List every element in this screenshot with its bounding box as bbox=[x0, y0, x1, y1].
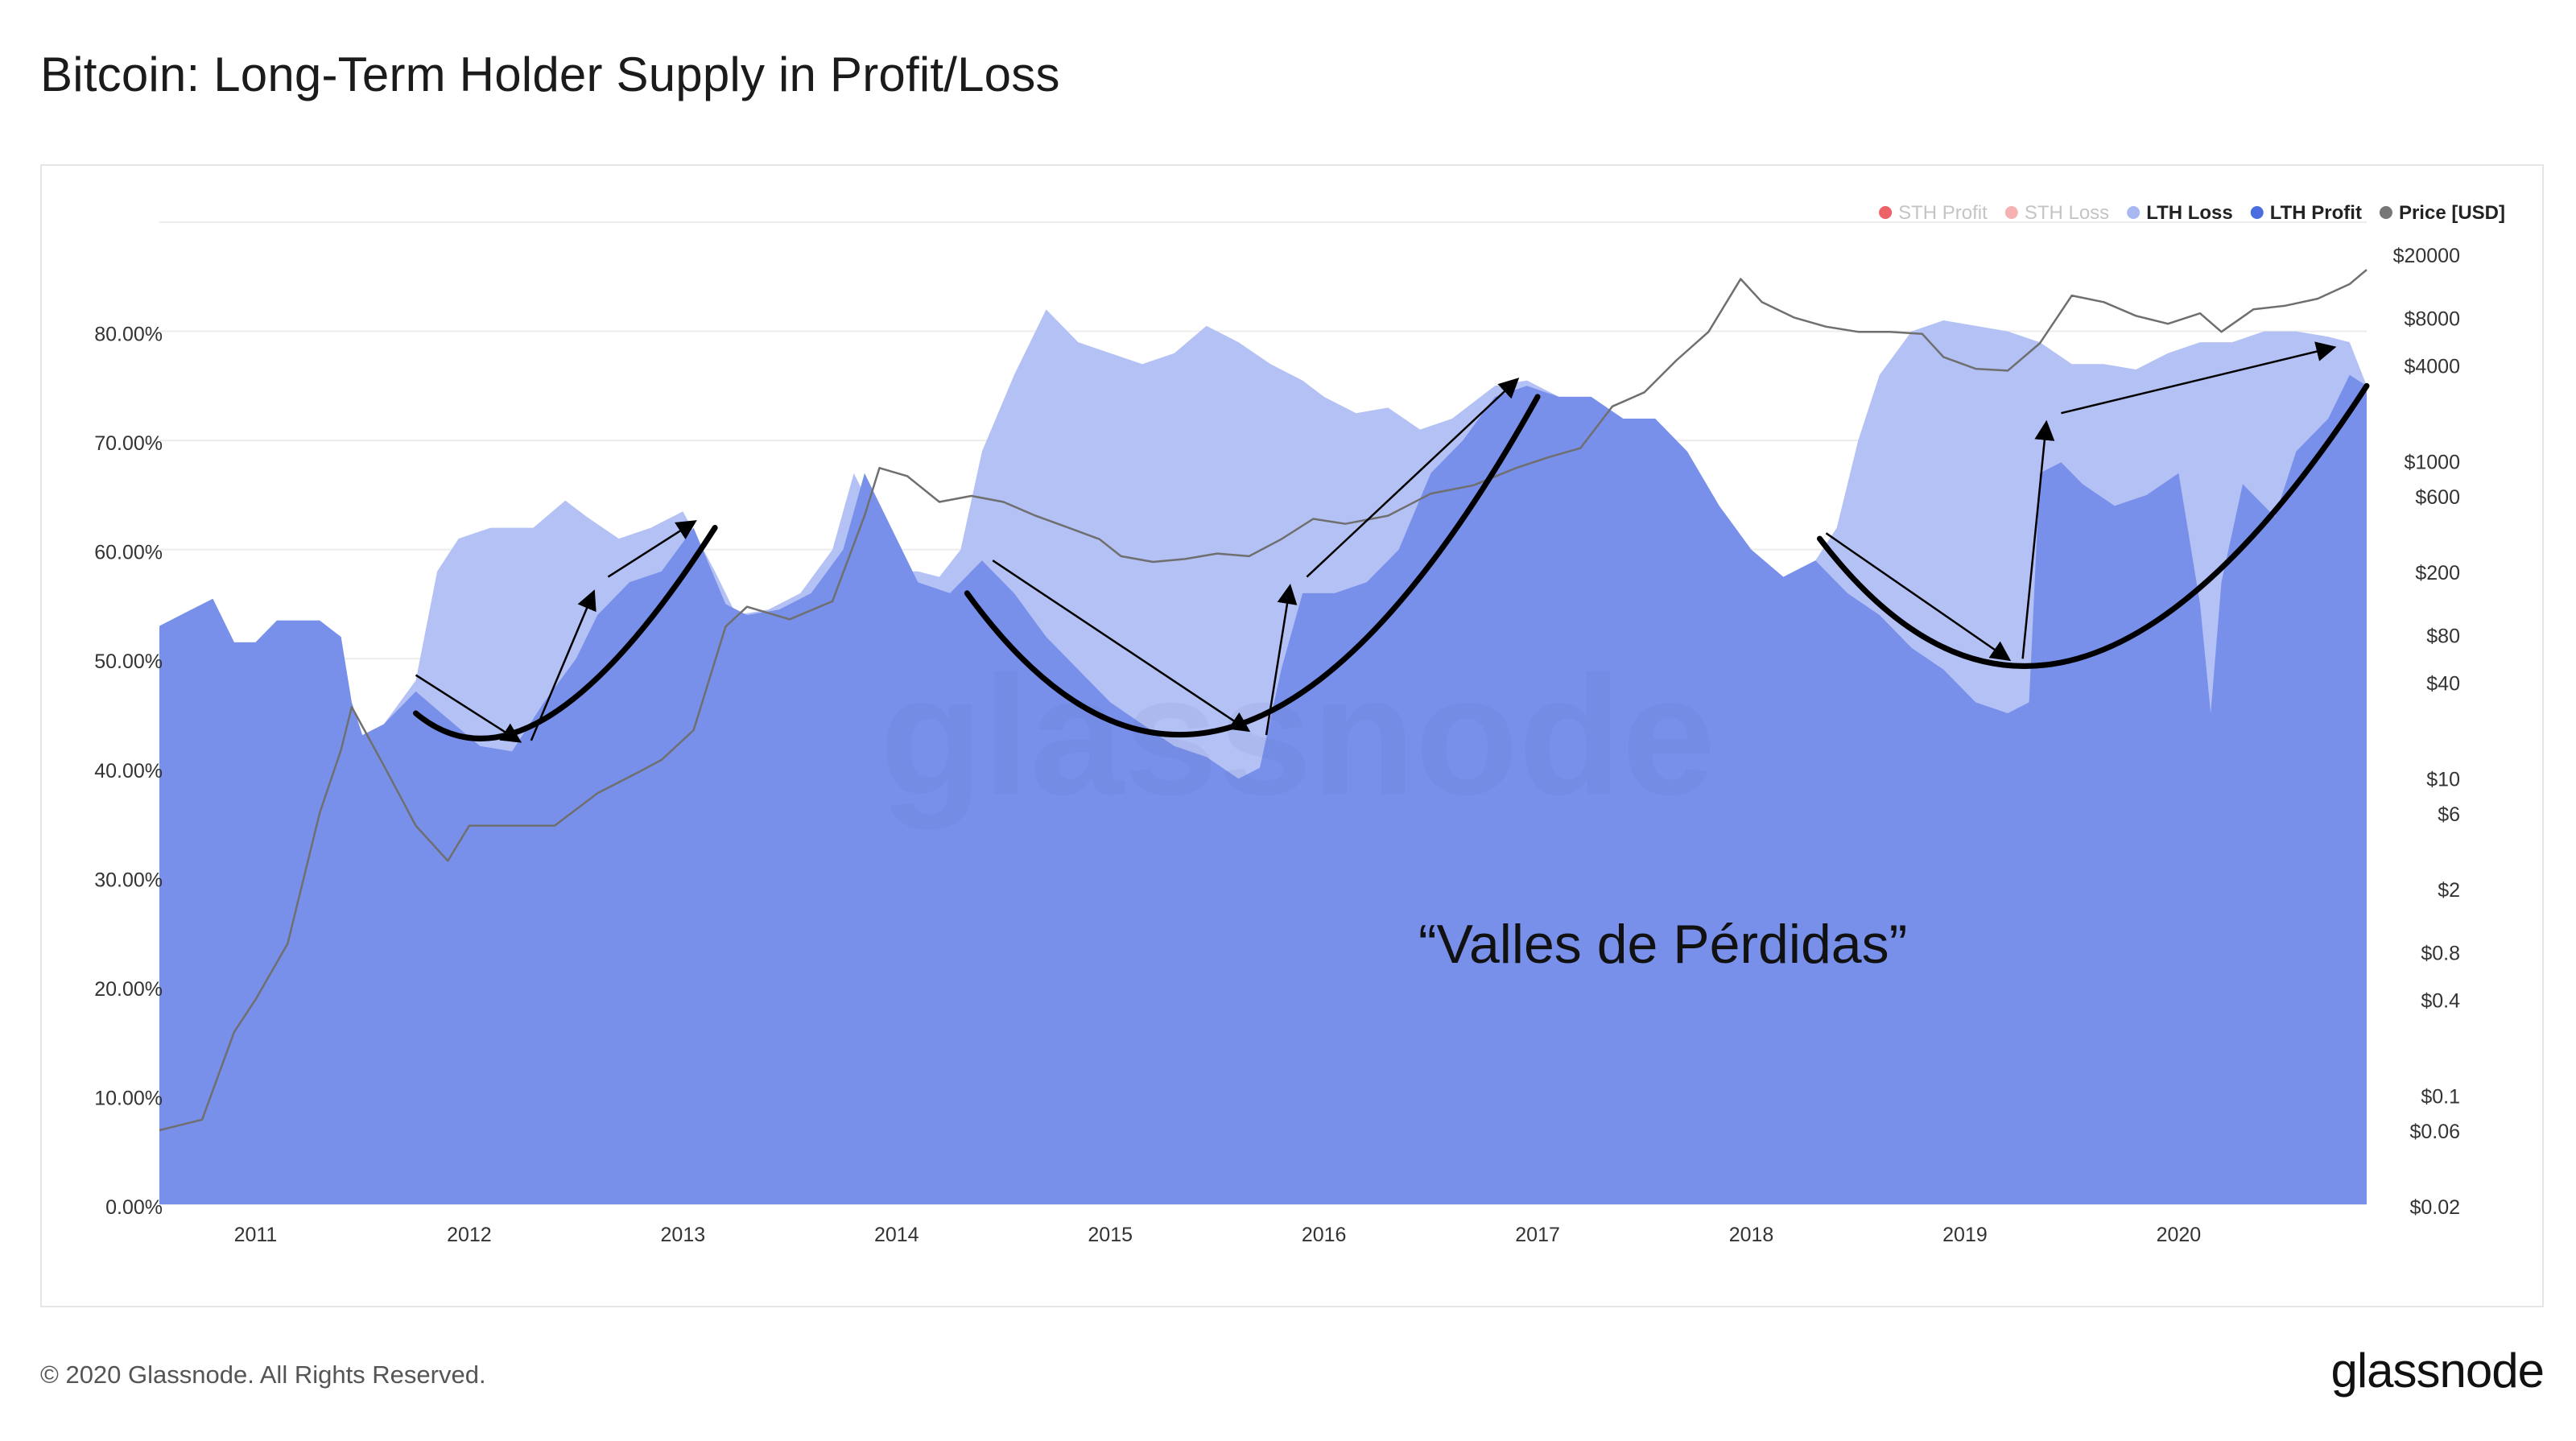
x-tick-label: 2020 bbox=[2157, 1224, 2202, 1246]
chart-frame: glassnode 0.00% 10.00% 20.00% 30.00% 40.00% 5… bbox=[40, 164, 2544, 1307]
trend-arrow bbox=[530, 589, 597, 741]
legend-item: STH Profit bbox=[1879, 202, 1988, 224]
legend-label: LTH Loss bbox=[2146, 202, 2233, 224]
y-right-tick-label: $0.1 bbox=[2421, 1085, 2460, 1108]
chart-svg: glassnode 0.00% 10.00% 20.00% 30.00% 40.00% 5… bbox=[94, 202, 2505, 1246]
watermark: glassnode bbox=[880, 641, 1716, 830]
trend-arrow bbox=[2021, 419, 2055, 659]
legend-dot bbox=[2250, 206, 2264, 219]
trend-arrow bbox=[415, 674, 522, 743]
valley-curve bbox=[413, 525, 718, 741]
legend-label: LTH Profit bbox=[2270, 202, 2362, 224]
trend-arrow bbox=[607, 520, 697, 578]
y-right-tick-label: $2 bbox=[2438, 879, 2460, 902]
area-lth-profit bbox=[159, 374, 2367, 1204]
y-right-tick-label: $0.4 bbox=[2421, 990, 2460, 1013]
y-left-tick-label: 60.00% bbox=[94, 542, 163, 564]
y-left-tick-label: 80.00% bbox=[94, 324, 163, 346]
y-left-tick-label: 40.00% bbox=[94, 760, 163, 782]
legend-item: STH Loss bbox=[2004, 202, 2109, 224]
y-right-tick-label: $4000 bbox=[2404, 356, 2460, 378]
y-right-tick-label: $80 bbox=[2426, 625, 2460, 647]
x-tick-label: 2018 bbox=[1729, 1224, 1774, 1246]
legend-dot bbox=[2127, 206, 2140, 219]
page-title: Bitcoin: Long-Term Holder Supply in Prof… bbox=[40, 47, 1060, 101]
y-left-tick-label: 50.00% bbox=[94, 650, 163, 673]
x-tick-label: 2011 bbox=[234, 1224, 278, 1246]
y-right-tick-label: $0.06 bbox=[2409, 1121, 2460, 1143]
y-left-tick-label: 0.00% bbox=[105, 1196, 163, 1219]
x-tick-label: 2014 bbox=[874, 1224, 919, 1246]
x-tick-label: 2019 bbox=[1942, 1224, 1988, 1246]
y-right-tick-label: $0.02 bbox=[2409, 1196, 2460, 1219]
trend-arrow bbox=[1306, 378, 1520, 578]
y-right-tick-label: $6 bbox=[2438, 803, 2460, 826]
overlay-layer bbox=[413, 341, 2370, 743]
legend-label: STH Profit bbox=[1898, 202, 1988, 224]
y-left-tick-label: 70.00% bbox=[94, 432, 163, 455]
valley-curve bbox=[1816, 382, 2370, 669]
y-left-tick-label: 20.00% bbox=[94, 978, 163, 1001]
axis-layer: 0.00% 10.00% 20.00% 30.00% 40.00% 50.00% 60.00… bbox=[94, 245, 2460, 1246]
legend-label: Price [USD] bbox=[2399, 202, 2505, 224]
valley-annotation: “Valles de Pérdidas” bbox=[1418, 914, 1907, 975]
legend: Price [USD] LTH Profit LTH Loss STH Loss STH… bbox=[1879, 202, 2505, 224]
area-layer bbox=[159, 309, 2367, 1204]
legend-dot bbox=[2004, 206, 2018, 219]
y-right-tick-label: $200 bbox=[2415, 562, 2460, 584]
x-tick-label: 2015 bbox=[1088, 1224, 1133, 1246]
x-tick-label: 2016 bbox=[1302, 1224, 1347, 1246]
trend-arrow bbox=[1825, 532, 2012, 662]
x-tick-label: 2012 bbox=[447, 1224, 492, 1246]
legend-item: Price [USD] bbox=[2379, 202, 2505, 224]
trend-arrow bbox=[2061, 341, 2337, 415]
y-right-tick-label: $10 bbox=[2426, 768, 2460, 791]
y-right-tick-label: $8000 bbox=[2404, 308, 2460, 330]
y-right-tick-label: $1000 bbox=[2404, 451, 2460, 473]
legend-dot bbox=[1879, 206, 1893, 219]
y-right-tick-label: $20000 bbox=[2393, 245, 2460, 267]
price-layer bbox=[159, 269, 2368, 1132]
y-right-tick-label: $0.8 bbox=[2421, 942, 2460, 964]
trend-arrow bbox=[1265, 584, 1298, 736]
legend-item: LTH Loss bbox=[2127, 202, 2233, 224]
legend-dot bbox=[2379, 206, 2392, 219]
price-line bbox=[159, 269, 2368, 1132]
brand-logo: glassnode bbox=[2330, 1344, 2545, 1398]
trend-arrow bbox=[992, 559, 1251, 733]
y-right-tick-label: $40 bbox=[2426, 673, 2460, 696]
x-tick-label: 2013 bbox=[661, 1224, 706, 1246]
copyright: © 2020 Glassnode. All Rights Reserved. bbox=[40, 1360, 486, 1389]
y-left-tick-label: 10.00% bbox=[94, 1087, 163, 1109]
y-left-tick-label: 30.00% bbox=[94, 869, 163, 891]
legend-label: STH Loss bbox=[2025, 202, 2109, 224]
x-tick-label: 2017 bbox=[1515, 1224, 1560, 1246]
y-right-tick-label: $600 bbox=[2415, 486, 2460, 509]
legend-item: LTH Profit bbox=[2250, 202, 2362, 224]
